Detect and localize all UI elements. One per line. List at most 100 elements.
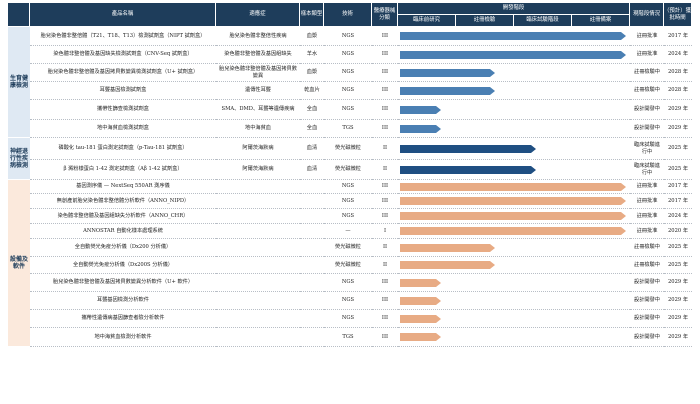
- technology: —: [324, 224, 372, 239]
- progress-arrow-fill: [400, 296, 441, 305]
- table-row: 地中海貧血檢測試劑盒 地中海貧血 全血 TGS III 設計開發中 2029 年: [8, 120, 693, 138]
- device-class: II: [372, 160, 398, 180]
- header-product: 產品名稱: [30, 3, 216, 27]
- progress-arrow-shape: [400, 182, 626, 191]
- progress-arrow-shape: [400, 296, 441, 305]
- header-category: [8, 3, 30, 27]
- sample-type: [300, 310, 324, 328]
- progress-arrow: [400, 105, 441, 114]
- table-row: 無創產前胎兒染色體非整倍體分析軟件（ANNO_NIPD） NGS III 註冊批准 20…: [8, 194, 693, 209]
- technology: NGS: [324, 180, 372, 194]
- table-row: 神經退行性疾病檢測 磷酸化 tau-181 蛋白測定試劑盒（p-Tau-181 試…: [8, 138, 693, 180]
- indication: 胎兒染色體非整倍體及基因拷貝數變異: [216, 64, 300, 82]
- progress-arrow-fill: [400, 212, 626, 220]
- sample-type: 全血: [300, 100, 324, 120]
- progress-arrow-fill: [400, 32, 626, 40]
- progress-cell: [398, 257, 631, 274]
- status: 註冊批准: [630, 209, 665, 224]
- approval-date: 2024 年: [664, 209, 693, 224]
- product-name: 全自動熒光免疫分析儀（Dx200S 分析儀）: [30, 257, 216, 274]
- header-device-class: 醫療器械分類: [372, 3, 398, 27]
- product-name: 攜帶性篩查檢測試劑盒: [30, 100, 216, 120]
- progress-arrow-fill: [400, 50, 626, 59]
- progress-arrow: [400, 212, 626, 220]
- technology: NGS: [324, 27, 372, 46]
- sample-type: 血漿: [300, 27, 324, 46]
- device-class: III: [372, 274, 398, 292]
- approval-date: 2017 年: [664, 27, 693, 46]
- device-class: III: [372, 209, 398, 224]
- sample-type: 血漿: [300, 64, 324, 82]
- status: 註冊批准: [630, 224, 665, 239]
- progress-cell: [398, 160, 631, 180]
- product-name: 染色體非整倍體及基因組缺失分析軟件（ANNO_CHR）: [30, 209, 216, 224]
- product-name: 無創產前胎兒染色體非整倍體分析軟件（ANNO_NIPD）: [30, 194, 216, 209]
- progress-arrow: [400, 32, 626, 40]
- progress-cell: [398, 180, 631, 194]
- indication: [216, 274, 300, 292]
- approval-date: 2025 年: [664, 257, 693, 274]
- product-name: 地中海貧血檢測試劑盒: [30, 120, 216, 138]
- device-class: III: [372, 120, 398, 138]
- technology: TGS: [324, 120, 372, 138]
- stage-preclinical: 臨床前研究: [398, 15, 456, 27]
- progress-cell: [398, 100, 631, 120]
- indication: SMA、DMD、耳聾等遺傳疾病: [216, 100, 300, 120]
- product-name: 攜帶性遺傳病基因篩查者險分析軟件: [30, 310, 216, 328]
- progress-arrow: [400, 144, 536, 153]
- indication: [216, 239, 300, 257]
- progress-arrow-fill: [400, 68, 495, 77]
- progress-arrow: [400, 165, 536, 174]
- technology: 熒光磁微粒: [324, 239, 372, 257]
- progress-arrow-fill: [400, 227, 626, 235]
- header-sample: 樣本類型: [300, 3, 324, 27]
- device-class: III: [372, 100, 398, 120]
- sample-type: 乾血片: [300, 82, 324, 100]
- product-name: ANNOSTAR 自動化樣本處理系統: [30, 224, 216, 239]
- sample-type: [300, 180, 324, 194]
- table-row: 攜帶性遺傳病基因篩查者險分析軟件 NGS III 設計開發中 2029 年: [8, 310, 693, 328]
- progress-cell: [398, 310, 631, 328]
- progress-arrow-fill: [400, 182, 626, 191]
- indication: [216, 224, 300, 239]
- table-row: 全自動熒光免疫分析儀（Dx200 分析儀） 熒光磁微粒 II 註冊檢驗中 2025 年: [8, 239, 693, 257]
- approval-date: 2029 年: [664, 310, 693, 328]
- progress-arrow: [400, 50, 626, 59]
- status: 註冊批准: [630, 194, 665, 209]
- category-label: 生育健康檢測: [8, 27, 30, 138]
- table-row: 攜帶性篩查檢測試劑盒 SMA、DMD、耳聾等遺傳疾病 全血 NGS III 設計開發中 20…: [8, 100, 693, 120]
- approval-date: 2017 年: [664, 180, 693, 194]
- product-name: 全自動熒光免疫分析儀（Dx200 分析儀）: [30, 239, 216, 257]
- status: 註冊批准: [630, 46, 665, 64]
- device-class: III: [372, 46, 398, 64]
- progress-arrow-shape: [400, 68, 495, 77]
- progress-cell: [398, 209, 631, 224]
- product-name: 耳聾基因檢測分析軟件: [30, 292, 216, 310]
- indication: [216, 209, 300, 224]
- approval-date: 2029 年: [664, 328, 693, 347]
- progress-arrow: [400, 68, 495, 77]
- product-name: 地中海貧血檢測分析軟件: [30, 328, 216, 347]
- pipeline-table: 產品名稱 適應症 樣本類型 技術 醫療器械分類 開發階段 現階段情況 （預計）獲…: [8, 3, 693, 347]
- table-row: 設備及軟件 基因測序儀 — NextSeq 550AR 測序儀 NGS III 註冊批准…: [8, 180, 693, 347]
- indication: [216, 310, 300, 328]
- device-class: III: [372, 292, 398, 310]
- approval-date: 2029 年: [664, 292, 693, 310]
- indication: 染色體非整倍體及基因組缺失: [216, 46, 300, 64]
- progress-cell: [398, 328, 631, 347]
- table-row: 耳聾基因檢測試劑盒 遺傳性耳聾 乾血片 NGS III 註冊檢驗中 2028 年: [8, 82, 693, 100]
- approval-date: 2029 年: [664, 100, 693, 120]
- sample-type: 血清: [300, 160, 324, 180]
- technology: NGS: [324, 46, 372, 64]
- progress-cell: [398, 274, 631, 292]
- table-row: 胎兒染色體非整倍體及基因拷貝數變異分析軟件（U+ 軟件） NGS III 設計開發中 2…: [8, 274, 693, 292]
- technology: NGS: [324, 274, 372, 292]
- status: 設計開發中: [630, 328, 665, 347]
- sample-type: [300, 328, 324, 347]
- progress-cell: [398, 292, 631, 310]
- progress-arrow: [400, 227, 626, 235]
- device-class: III: [372, 82, 398, 100]
- product-name: 胎兒染色體非整倍體（T21、T18、T13）檢測試劑盒（NIPT 試劑盒）: [30, 27, 216, 46]
- progress-arrow-shape: [400, 333, 441, 341]
- sample-type: [300, 194, 324, 209]
